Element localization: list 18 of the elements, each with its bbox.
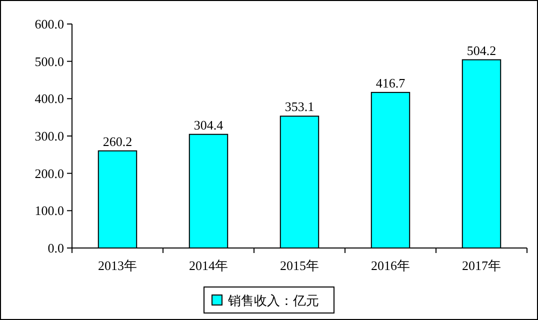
- data-label: 504.2: [466, 42, 496, 58]
- y-tick-label: 100.0: [34, 203, 64, 218]
- legend-label: 销售收入：亿元: [227, 294, 319, 309]
- data-label: 416.7: [376, 75, 406, 90]
- y-tick-label: 300.0: [34, 128, 64, 144]
- y-tick-label: 600.0: [34, 16, 64, 32]
- data-label: 353.1: [284, 99, 314, 114]
- x-tick-label: 2013年: [98, 258, 137, 273]
- y-tick-label: 200.0: [34, 166, 64, 181]
- x-tick-label: 2017年: [462, 258, 501, 273]
- x-tick-label: 2016年: [371, 258, 410, 273]
- y-tick-label: 0.0: [48, 240, 64, 256]
- data-label: 304.4: [194, 117, 224, 132]
- y-tick-label: 400.0: [34, 91, 64, 106]
- x-tick-label: 2014年: [189, 258, 228, 273]
- data-label: 260.2: [102, 134, 132, 149]
- x-tick-label: 2015年: [280, 258, 319, 273]
- y-tick-label: 500.0: [34, 54, 64, 69]
